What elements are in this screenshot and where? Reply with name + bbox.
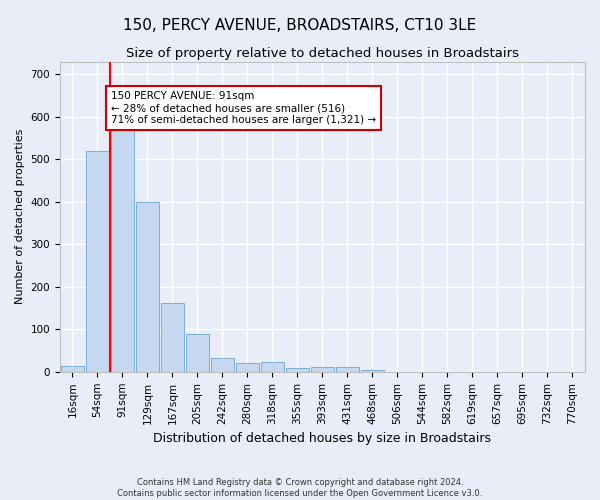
Bar bbox=[185, 334, 209, 372]
Bar bbox=[236, 364, 259, 372]
Bar bbox=[161, 302, 184, 372]
Bar bbox=[86, 151, 109, 372]
Text: 150 PERCY AVENUE: 91sqm
← 28% of detached houses are smaller (516)
71% of semi-d: 150 PERCY AVENUE: 91sqm ← 28% of detache… bbox=[111, 92, 376, 124]
Bar bbox=[260, 362, 284, 372]
Y-axis label: Number of detached properties: Number of detached properties bbox=[15, 129, 25, 304]
Bar bbox=[211, 358, 235, 372]
X-axis label: Distribution of detached houses by size in Broadstairs: Distribution of detached houses by size … bbox=[154, 432, 491, 445]
Bar bbox=[361, 370, 385, 372]
Bar bbox=[136, 202, 159, 372]
Title: Size of property relative to detached houses in Broadstairs: Size of property relative to detached ho… bbox=[126, 48, 519, 60]
Bar bbox=[110, 126, 134, 372]
Bar bbox=[311, 366, 334, 372]
Bar bbox=[286, 368, 310, 372]
Text: 150, PERCY AVENUE, BROADSTAIRS, CT10 3LE: 150, PERCY AVENUE, BROADSTAIRS, CT10 3LE bbox=[124, 18, 476, 32]
Bar bbox=[61, 366, 84, 372]
Bar bbox=[335, 366, 359, 372]
Text: Contains HM Land Registry data © Crown copyright and database right 2024.
Contai: Contains HM Land Registry data © Crown c… bbox=[118, 478, 482, 498]
